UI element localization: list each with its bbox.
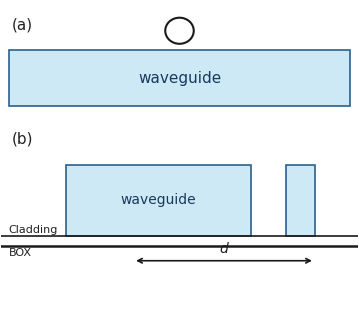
Text: (a): (a) (12, 18, 33, 33)
Text: (b): (b) (12, 132, 34, 147)
Text: waveguide: waveguide (138, 70, 221, 86)
Text: Cladding: Cladding (9, 225, 58, 235)
FancyBboxPatch shape (65, 164, 251, 236)
FancyBboxPatch shape (9, 50, 350, 106)
Text: d: d (220, 242, 228, 256)
Text: BOX: BOX (9, 248, 32, 258)
FancyBboxPatch shape (286, 164, 315, 236)
Text: waveguide: waveguide (120, 193, 196, 207)
